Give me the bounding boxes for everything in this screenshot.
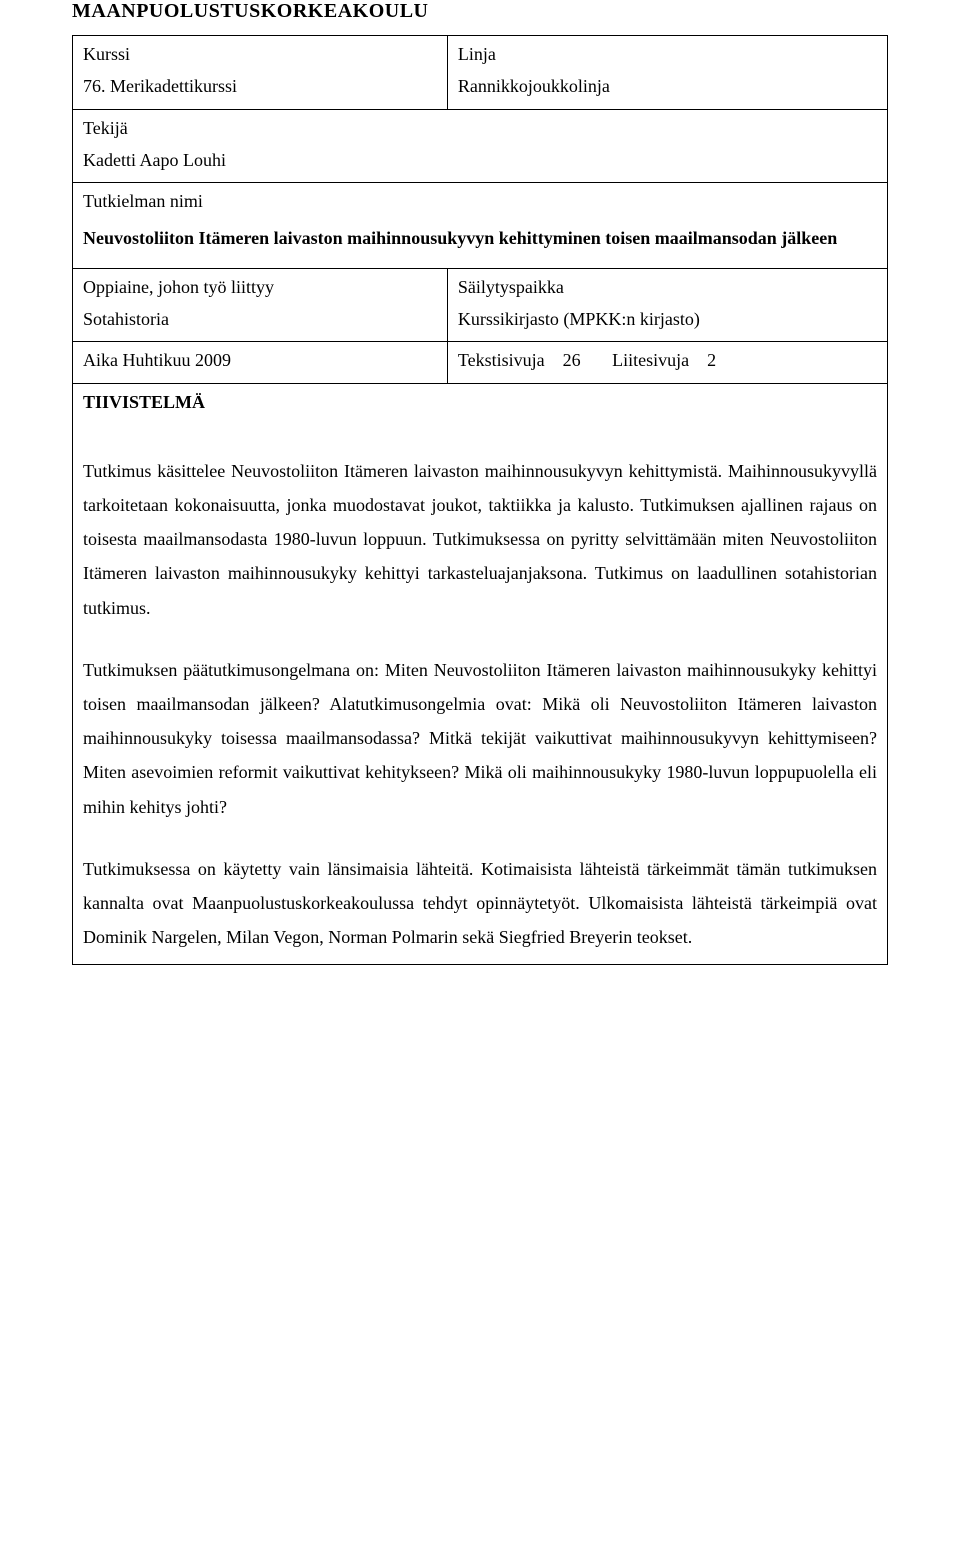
cell-oppiaine: Oppiaine, johon työ liittyy Sotahistoria: [73, 268, 448, 342]
abstract-heading: TIIVISTELMÄ: [83, 390, 877, 414]
main-title: MAANPUOLUSTUSKORKEAKOULU: [72, 0, 888, 23]
abstract-paragraph: Tutkimus käsittelee Neuvostoliiton Itäme…: [83, 454, 877, 625]
value-linja: Rannikkojoukkolinja: [458, 74, 877, 98]
cell-tutkielma: Tutkielman nimi Neuvostoliiton Itämeren …: [73, 183, 888, 268]
cell-linja: Linja Rannikkojoukkolinja: [447, 36, 887, 110]
label-kurssi: Kurssi: [83, 42, 437, 66]
table-row: Tekijä Kadetti Aapo Louhi: [73, 109, 888, 183]
metadata-table: Kurssi 76. Merikadettikurssi Linja Ranni…: [72, 35, 888, 965]
abstract-paragraph: Tutkimuksessa on käytetty vain länsimais…: [83, 852, 877, 955]
cell-kurssi: Kurssi 76. Merikadettikurssi: [73, 36, 448, 110]
cell-aika: Aika Huhtikuu 2009: [73, 342, 448, 383]
value-sailytys: Kurssikirjasto (MPKK:n kirjasto): [458, 307, 877, 331]
value-oppiaine: Sotahistoria: [83, 307, 437, 331]
label-oppiaine: Oppiaine, johon työ liittyy: [83, 275, 437, 299]
label-tutkielma: Tutkielman nimi: [83, 189, 877, 213]
cell-sailytys: Säilytyspaikka Kurssikirjasto (MPKK:n ki…: [447, 268, 887, 342]
table-row: Oppiaine, johon työ liittyy Sotahistoria…: [73, 268, 888, 342]
value-kurssi: 76. Merikadettikurssi: [83, 74, 437, 98]
table-row: TIIVISTELMÄ Tutkimus käsittelee Neuvosto…: [73, 383, 888, 965]
document-page: MAANPUOLUSTUSKORKEAKOULU Kurssi 76. Meri…: [0, 0, 960, 1544]
table-row: Aika Huhtikuu 2009 Tekstisivuja 26 Liite…: [73, 342, 888, 383]
table-row: Tutkielman nimi Neuvostoliiton Itämeren …: [73, 183, 888, 268]
label-linja: Linja: [458, 42, 877, 66]
label-sailytys: Säilytyspaikka: [458, 275, 877, 299]
label-tekija: Tekijä: [83, 116, 877, 140]
cell-abstract: TIIVISTELMÄ Tutkimus käsittelee Neuvosto…: [73, 383, 888, 965]
value-aika: Aika Huhtikuu 2009: [83, 348, 437, 372]
abstract-body: Tutkimus käsittelee Neuvostoliiton Itäme…: [83, 454, 877, 954]
cell-tekija: Tekijä Kadetti Aapo Louhi: [73, 109, 888, 183]
value-thesis-title: Neuvostoliiton Itämeren laivaston maihin…: [83, 221, 877, 255]
value-tekija: Kadetti Aapo Louhi: [83, 148, 877, 172]
cell-sivut: Tekstisivuja 26 Liitesivuja 2: [447, 342, 887, 383]
table-row: Kurssi 76. Merikadettikurssi Linja Ranni…: [73, 36, 888, 110]
abstract-paragraph: Tutkimuksen päätutkimusongelmana on: Mit…: [83, 653, 877, 824]
value-sivut: Tekstisivuja 26 Liitesivuja 2: [458, 348, 877, 372]
